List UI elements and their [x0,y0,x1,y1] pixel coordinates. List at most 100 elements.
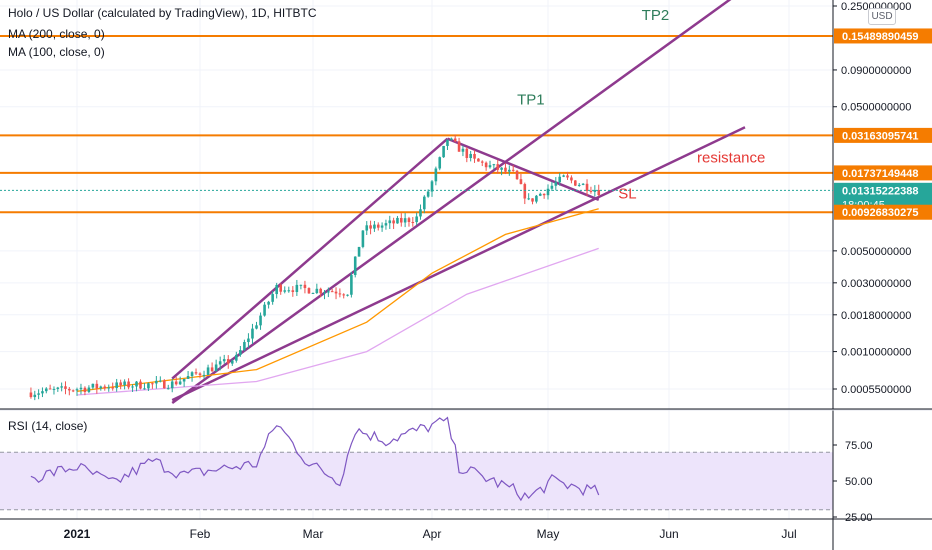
x-tick-label: Mar [303,527,324,541]
rsi-band-fill [0,452,833,510]
candle-body [342,294,346,296]
candle-body [469,153,472,158]
candle-body [574,180,577,186]
candle-body [492,164,496,166]
candle-body [330,291,334,293]
candle-body [135,381,138,387]
candle-body [399,217,403,223]
candle-body [442,145,445,158]
candle-body [174,381,178,385]
candle-body [426,191,430,197]
candle-body [396,217,399,224]
currency-button[interactable]: USD [868,8,896,25]
candle-body [71,390,75,392]
candle-body [484,162,488,168]
candle-body [388,220,392,224]
y-tick-label: 0.0018000000 [841,310,911,322]
candle-body [465,148,469,158]
candle-body [170,381,174,389]
candle-body [415,216,418,223]
candle-body [147,383,150,389]
candle-body [419,209,422,217]
candle-body [527,198,530,200]
candle-body [251,328,254,339]
candle-body [376,224,380,228]
candle-body [519,179,523,185]
rsi-band [0,451,833,511]
candle-body [198,373,202,375]
candle-body [60,386,63,388]
resistance-annotation: resistance [697,150,765,167]
candle-body [235,354,238,361]
candle-body [107,387,111,389]
trend-line [171,137,449,380]
candle-body [315,288,319,293]
candle-body [585,183,589,191]
trend-line [446,137,600,201]
candle-body [275,284,278,295]
x-tick-label: Feb [190,527,211,541]
candle-body [263,304,266,316]
candle-body [279,284,283,292]
ma100-line [76,208,599,392]
candle-body [473,153,476,159]
candle-body [243,342,246,351]
candle-body [91,383,95,388]
candle-body [222,359,226,362]
candle-body [334,291,338,294]
candle-body [423,196,426,210]
candle-body [271,294,274,302]
y-tick-label: 0.0900000000 [841,65,911,77]
candle-body [577,184,581,186]
candle-body [64,386,67,389]
candle-body [202,374,206,376]
candle-body [131,386,134,388]
price-marker-label: 0.01315222388 [842,185,918,197]
candle-body [230,360,234,364]
candle-body [457,141,461,152]
candle-body [139,381,142,389]
trend-line [171,126,746,402]
moving-averages [76,208,599,396]
candle-body [384,223,388,226]
candle-body [194,372,198,374]
candle-body [430,181,434,192]
x-tick-label: May [537,527,560,541]
candle-body [87,387,91,392]
level-price-marker [834,204,932,220]
x-tick-label: Apr [423,527,442,541]
candle-body [593,190,597,192]
candle-body [295,284,299,293]
price-markers: 0.15489890459 0.03163095741 0.01737149448 0… [0,28,932,220]
trend-lines[interactable] [0,0,833,404]
rsi-legend: RSI (14, close) [8,419,88,433]
candle-body [162,380,166,389]
candle-body [546,188,550,196]
candle-body [214,364,218,372]
candle-body [480,161,484,163]
candle-body [95,383,99,389]
candle-body [210,367,214,372]
candle-body [597,190,601,195]
candle-body [166,388,170,390]
candle-body [338,293,342,295]
candle-body [44,388,48,392]
trend-line [171,0,732,404]
candle-body [531,198,534,202]
rsi-y-tick-label: 25.00 [845,512,873,524]
candle-body [303,284,307,289]
candle-body [365,225,369,231]
y-tick-label: 0.0500000000 [841,102,911,114]
annotations: TP2 TP1 resistance SL [517,7,765,203]
tp1-annotation: TP1 [517,91,545,108]
candle-body [403,218,407,223]
tp2-annotation: TP2 [642,7,670,24]
candle-body [75,389,79,391]
candle-body [99,386,103,389]
candle-body [178,381,182,385]
candle-body [434,168,438,182]
price-marker-label: 0.03163095741 [842,130,918,142]
candle-body [182,378,186,382]
